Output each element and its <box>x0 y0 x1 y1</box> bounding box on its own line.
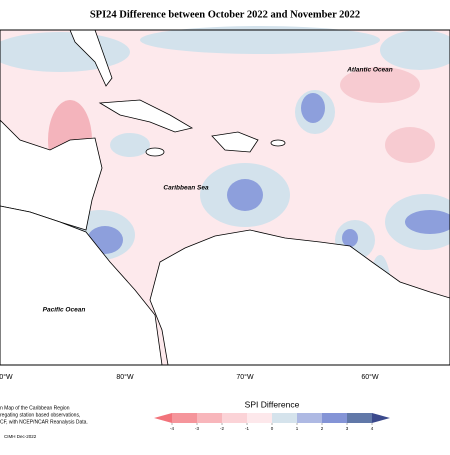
anomaly-patch <box>140 26 380 54</box>
colorbar-title: SPI Difference <box>245 399 300 409</box>
colorbar-tick-label: 4 <box>371 426 374 431</box>
colorbar-tick-label: 0 <box>271 426 274 431</box>
colorbar-tick-label: -1 <box>245 426 249 431</box>
credit: CIMH Dec-2022 <box>4 434 37 439</box>
footnote: n Map of the Caribbean Region <box>0 405 70 411</box>
map-area <box>0 26 450 366</box>
colorbar-tick-label: -3 <box>195 426 199 431</box>
lon-label: 0°W <box>0 373 13 381</box>
anomaly-patch <box>405 210 450 234</box>
colorbar-segment <box>247 413 272 423</box>
anomaly-patch <box>342 229 358 247</box>
map-title: SPI24 Difference between October 2022 an… <box>90 9 360 20</box>
colorbar-tick-label: -4 <box>170 426 174 431</box>
region-label: Pacific Ocean <box>43 307 86 314</box>
colorbar-segment <box>297 413 322 423</box>
colorbar-tick-label: 3 <box>346 426 349 431</box>
land-south-america <box>149 229 450 366</box>
colorbar-segment <box>172 413 197 423</box>
colorbar-extension <box>154 413 172 423</box>
colorbar-segment <box>272 413 297 423</box>
anomaly-patch <box>385 127 435 163</box>
colorbar-tick-label: -2 <box>220 426 224 431</box>
lon-label: 60°W <box>361 373 379 381</box>
anomaly-patch <box>110 133 150 157</box>
colorbar-segment <box>222 413 247 423</box>
anomaly-patch <box>301 93 325 123</box>
region-label: Caribbean Sea <box>163 185 209 192</box>
footnote: regating station based observations, <box>0 412 80 418</box>
colorbar-segment <box>347 413 372 423</box>
colorbar-tick-label: 2 <box>321 426 324 431</box>
land-jamaica <box>145 147 165 157</box>
colorbar-tick-label: 1 <box>296 426 299 431</box>
lon-label: 80°W <box>116 373 134 381</box>
land-cuba <box>98 99 194 133</box>
footnote: CF, with NCEP/NCAR Reanalysis Data. <box>0 419 88 425</box>
land-puerto-rico <box>270 139 286 147</box>
land-hispaniola <box>211 131 259 153</box>
anomaly-patch <box>380 30 450 70</box>
anomaly-patch <box>340 67 420 103</box>
map-frame <box>0 29 450 366</box>
anomaly-patch <box>227 179 263 211</box>
colorbar-extension <box>372 413 390 423</box>
colorbar-segment <box>197 413 222 423</box>
region-label: Atlantic Ocean <box>346 67 393 74</box>
lon-label: 70°W <box>236 373 254 381</box>
colorbar-segment <box>322 413 347 423</box>
